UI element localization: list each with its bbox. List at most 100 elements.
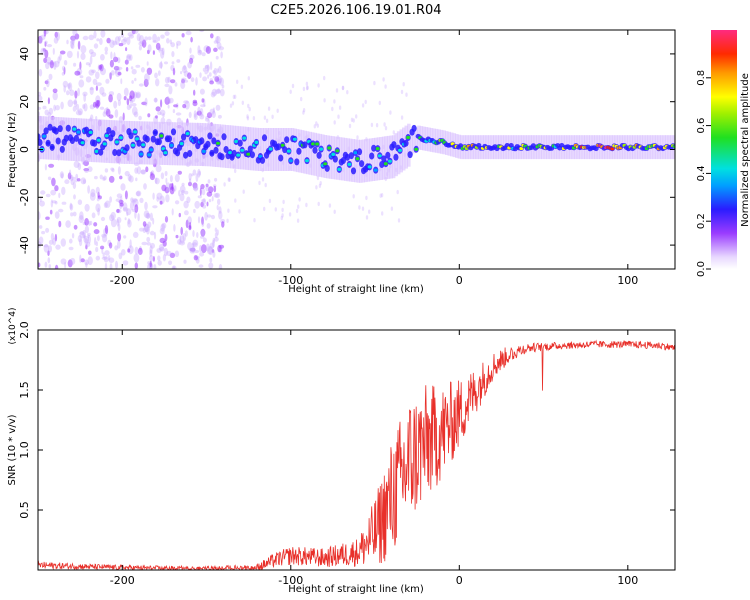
noise-speckle: [45, 227, 50, 233]
noise-speckle: [402, 82, 405, 87]
noise-speckle: [152, 50, 155, 55]
noise-speckle: [47, 61, 50, 65]
noise-speckle: [180, 81, 186, 89]
signal-core: [369, 152, 375, 160]
noise-speckle: [219, 77, 224, 86]
signal-core: [174, 149, 181, 157]
noise-speckle: [116, 216, 122, 224]
signal-core: [247, 145, 253, 153]
noise-speckle: [305, 202, 308, 208]
colorbar-ticks: 0.0 0.2 0.4 0.6 0.8: [696, 70, 711, 277]
noise-speckle: [146, 61, 149, 66]
noise-speckle: [164, 31, 170, 36]
signal-core: [259, 156, 266, 164]
signal-peak: [292, 137, 297, 141]
noise-speckle: [47, 97, 51, 105]
noise-speckle: [159, 109, 166, 116]
noise-speckle: [177, 239, 182, 245]
signal-halo: [351, 139, 355, 182]
noise-speckle: [167, 76, 171, 83]
noise-speckle: [39, 225, 43, 229]
noise-speckle: [149, 173, 155, 181]
signal-halo: [101, 119, 105, 163]
noise-speckle: [247, 76, 250, 81]
noise-speckle: [73, 194, 76, 200]
noise-speckle: [152, 192, 155, 200]
signal-peak: [149, 148, 154, 152]
noise-speckle: [63, 67, 66, 75]
noise-speckle: [194, 250, 200, 253]
noise-speckle: [85, 76, 92, 83]
noise-speckle: [223, 182, 226, 187]
signal-halo: [305, 131, 310, 175]
signal-core: [294, 158, 300, 166]
noise-speckle: [109, 72, 113, 77]
noise-speckle: [392, 130, 395, 135]
noise-speckle: [316, 123, 319, 128]
spectrogram-xlabel: Height of straight line (km): [288, 284, 424, 295]
noise-speckle: [226, 218, 229, 223]
noise-speckle: [50, 199, 54, 208]
noise-speckle: [201, 216, 204, 225]
noise-speckle: [85, 62, 91, 66]
noise-speckle: [135, 91, 142, 99]
noise-speckle: [164, 216, 169, 223]
noise-speckle: [63, 60, 68, 66]
noise-speckle: [100, 67, 106, 76]
signal-peak: [131, 143, 135, 147]
noise-speckle: [122, 112, 125, 121]
noise-speckle: [264, 182, 267, 188]
noise-speckle: [44, 41, 47, 47]
noise-speckle: [88, 34, 95, 41]
signal-halo: [293, 128, 297, 172]
noise-speckle: [152, 40, 158, 44]
noise-speckle: [184, 230, 188, 237]
noise-speckle: [54, 31, 59, 38]
noise-speckle: [197, 168, 201, 178]
noise-speckle: [200, 104, 206, 108]
noise-speckle: [129, 239, 132, 249]
signal-core: [128, 132, 134, 140]
noise-speckle: [214, 227, 218, 233]
noise-speckle: [107, 255, 111, 261]
noise-speckle: [183, 100, 189, 104]
noise-speckle: [384, 84, 387, 89]
noise-speckle: [116, 193, 123, 199]
signal-core: [106, 127, 112, 134]
signal-core: [38, 133, 41, 141]
noise-speckle: [297, 204, 300, 209]
signal-core: [43, 127, 49, 135]
signal-core: [136, 139, 142, 147]
noise-speckle: [389, 110, 392, 115]
noise-speckle: [80, 52, 86, 61]
noise-speckle: [197, 216, 201, 224]
noise-speckle: [115, 198, 122, 202]
noise-speckle: [149, 230, 155, 236]
noise-speckle: [93, 222, 98, 227]
noise-speckle: [38, 106, 42, 111]
noise-speckle: [201, 188, 206, 196]
noise-speckle: [241, 100, 244, 106]
signal-halo: [184, 122, 189, 166]
signal-core: [237, 139, 243, 147]
noise-speckle: [189, 47, 192, 54]
noise-speckle: [48, 73, 53, 81]
noise-speckle: [79, 61, 82, 70]
noise-speckle: [67, 259, 73, 268]
noise-speckle: [176, 40, 182, 46]
noise-speckle: [164, 233, 168, 242]
noise-speckle: [94, 237, 97, 246]
noise-speckle: [120, 32, 125, 38]
signal-peak: [406, 135, 411, 140]
noise-speckle: [328, 203, 332, 208]
signal-halo: [108, 120, 113, 164]
noise-speckle: [43, 86, 47, 91]
noise-speckle: [152, 33, 158, 43]
noise-speckle: [136, 33, 141, 42]
noise-speckle: [130, 66, 134, 70]
signal-halo: [369, 138, 373, 182]
noise-speckle: [252, 116, 256, 121]
noise-speckle: [149, 249, 153, 257]
noise-speckle: [186, 196, 191, 204]
signal-halo: [336, 136, 340, 180]
